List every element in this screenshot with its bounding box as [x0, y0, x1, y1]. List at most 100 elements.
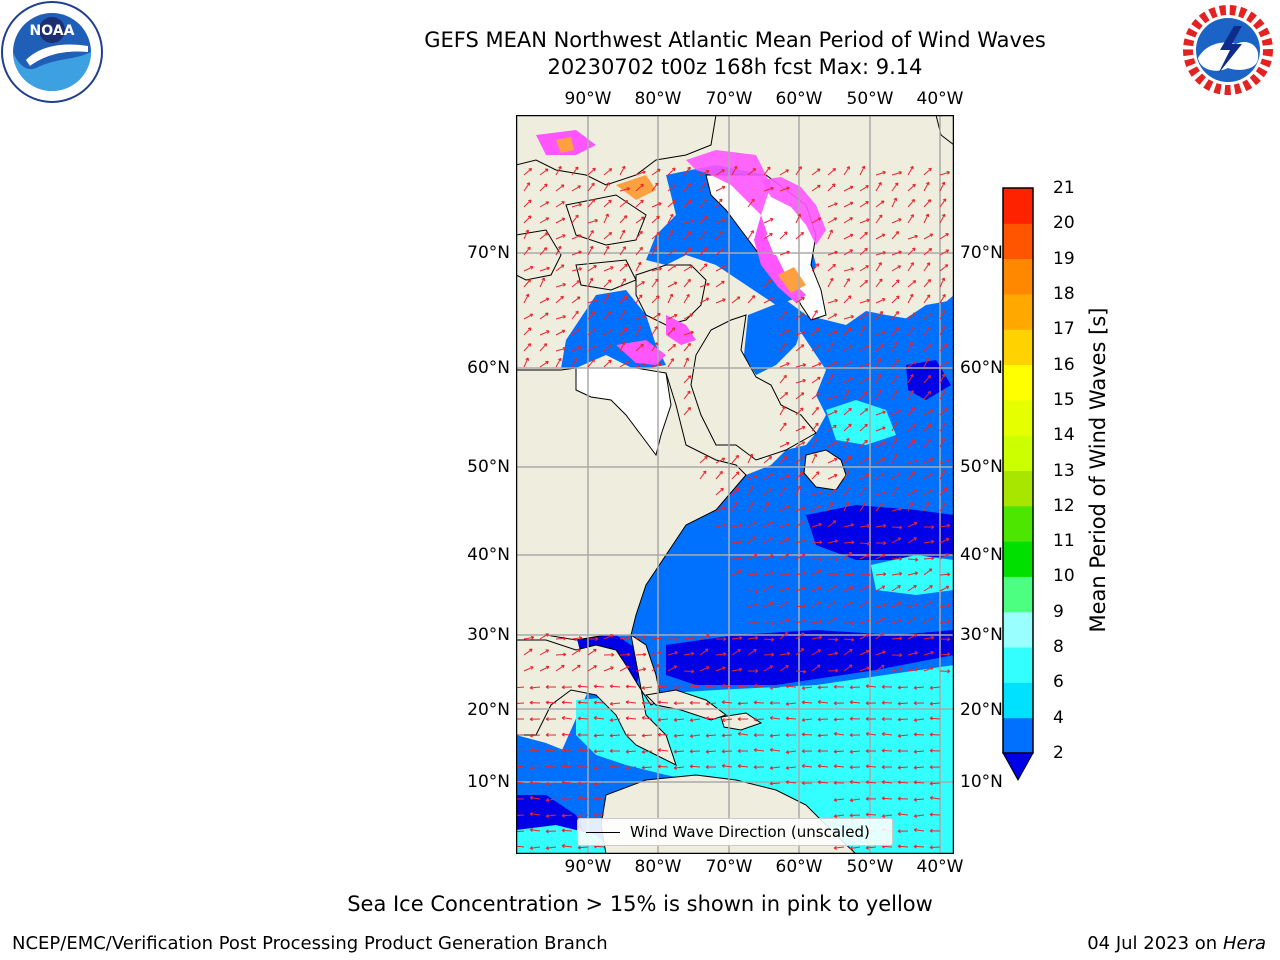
wind-wave-arrow: [843, 295, 852, 304]
wind-wave-arrow: [827, 250, 838, 256]
colorbar-label: Mean Period of Wind Waves [s]: [1086, 307, 1110, 633]
wind-wave-arrow: [747, 501, 754, 512]
wind-wave-arrow: [625, 733, 637, 738]
colorbar-segment: [1003, 541, 1033, 577]
wind-wave-arrow: [891, 327, 900, 336]
wind-wave-arrow: [667, 343, 677, 352]
wind-wave-arrow: [731, 667, 743, 672]
wind-wave-arrow: [571, 280, 581, 288]
wind-wave-arrow: [763, 621, 775, 626]
wind-wave-arrow: [939, 249, 950, 256]
wind-wave-arrow: [865, 812, 877, 817]
wind-wave-arrow: [923, 248, 933, 256]
wind-wave-arrow: [539, 217, 550, 224]
wind-wave-arrow: [843, 486, 851, 496]
wind-wave-arrow: [763, 488, 773, 496]
wind-wave-arrow: [833, 780, 845, 785]
wind-wave-arrow: [939, 170, 950, 176]
wind-wave-arrow: [939, 407, 948, 416]
wind-wave-arrow: [673, 733, 685, 738]
wind-wave-arrow: [843, 501, 850, 512]
wind-wave-arrow: [689, 749, 701, 754]
wind-wave-arrow: [635, 314, 646, 320]
wind-wave-arrow: [763, 166, 771, 176]
wind-wave-arrow: [907, 280, 917, 288]
wind-wave-arrow: [795, 312, 805, 320]
wind-wave-arrow: [593, 766, 605, 771]
wind-wave-arrow: [731, 454, 740, 464]
wind-wave-arrow: [859, 553, 870, 560]
wind-wave-arrow: [769, 781, 781, 786]
wind-wave-arrow: [923, 489, 933, 496]
wind-wave-arrow: [875, 278, 883, 288]
wind-wave-arrow: [875, 472, 885, 480]
wind-wave-arrow: [651, 664, 661, 672]
wind-wave-arrow: [907, 247, 916, 256]
wind-wave-arrow: [913, 844, 925, 849]
wind-wave-arrow: [587, 230, 594, 240]
wind-wave-arrow: [705, 701, 717, 706]
wind-wave-arrow: [907, 214, 914, 224]
wind-wave-arrow: [635, 325, 642, 336]
map-subtitle: 20230702 t00z 168h fcst Max: 9.14: [547, 55, 923, 79]
lat-label-right: 70°N: [960, 243, 1003, 263]
wind-wave-arrow: [843, 185, 854, 192]
wind-wave-arrow: [875, 603, 887, 608]
wind-wave-arrow: [795, 363, 807, 368]
wind-wave-arrow: [705, 733, 717, 738]
wind-wave-arrow: [635, 170, 646, 176]
wind-wave-arrow: [907, 501, 914, 512]
wind-wave-arrow: [827, 330, 838, 336]
wind-wave-arrow: [779, 474, 790, 480]
wind-wave-arrow: [699, 198, 707, 208]
wind-wave-arrow: [539, 277, 546, 288]
wind-wave-arrow: [891, 295, 900, 304]
wind-wave-arrow: [795, 296, 805, 304]
wind-wave-arrow: [811, 664, 821, 672]
wind-wave-arrow: [683, 330, 694, 336]
wind-wave-arrow: [859, 279, 869, 288]
wind-wave-arrow: [747, 485, 754, 496]
wind-wave-arrow: [843, 217, 853, 224]
wind-wave-arrow: [939, 553, 950, 560]
wind-wave-arrow: [555, 347, 566, 352]
wind-wave-arrow: [923, 635, 935, 640]
wind-wave-arrow: [875, 490, 886, 496]
wind-wave-arrow: [795, 425, 806, 432]
wind-wave-arrow: [881, 814, 893, 819]
wind-wave-arrow: [731, 471, 740, 480]
wind-wave-arrow: [859, 502, 867, 512]
wind-wave-arrow: [923, 616, 933, 624]
wind-wave-arrow: [555, 357, 562, 368]
wind-wave-arrow: [859, 666, 870, 672]
wind-wave-arrow: [811, 392, 821, 400]
wind-wave-arrow: [859, 572, 871, 577]
wind-wave-arrow: [747, 520, 757, 528]
wind-wave-arrow: [577, 781, 589, 786]
wind-wave-arrow: [907, 424, 917, 432]
wind-wave-arrow: [827, 263, 836, 272]
wind-wave-arrow: [779, 553, 790, 560]
wind-wave-arrow: [555, 329, 566, 336]
wind-wave-arrow: [849, 700, 861, 705]
wind-wave-arrow: [843, 523, 855, 528]
wind-wave-arrow: [715, 298, 726, 304]
wind-wave-arrow: [555, 282, 566, 288]
wind-wave-arrow: [667, 264, 677, 272]
colorbar-tick-label: 21: [1053, 178, 1075, 198]
nws-logo: [1180, 2, 1276, 98]
lat-label-left: 10°N: [467, 772, 510, 792]
wind-wave-arrow: [545, 700, 557, 705]
wind-wave-arrow: [939, 487, 948, 496]
wind-wave-arrow: [715, 506, 726, 512]
wind-wave-arrow: [923, 374, 932, 384]
wind-wave-arrow: [571, 648, 581, 656]
wind-wave-arrow: [833, 764, 845, 769]
wind-wave-arrow: [827, 501, 833, 512]
wind-wave-arrow: [843, 601, 853, 608]
wind-wave-arrow: [555, 245, 562, 256]
wind-wave-arrow: [555, 264, 565, 272]
wind-wave-arrow: [923, 343, 933, 352]
wind-wave-arrow: [603, 168, 613, 176]
wind-wave-arrow: [833, 701, 845, 706]
